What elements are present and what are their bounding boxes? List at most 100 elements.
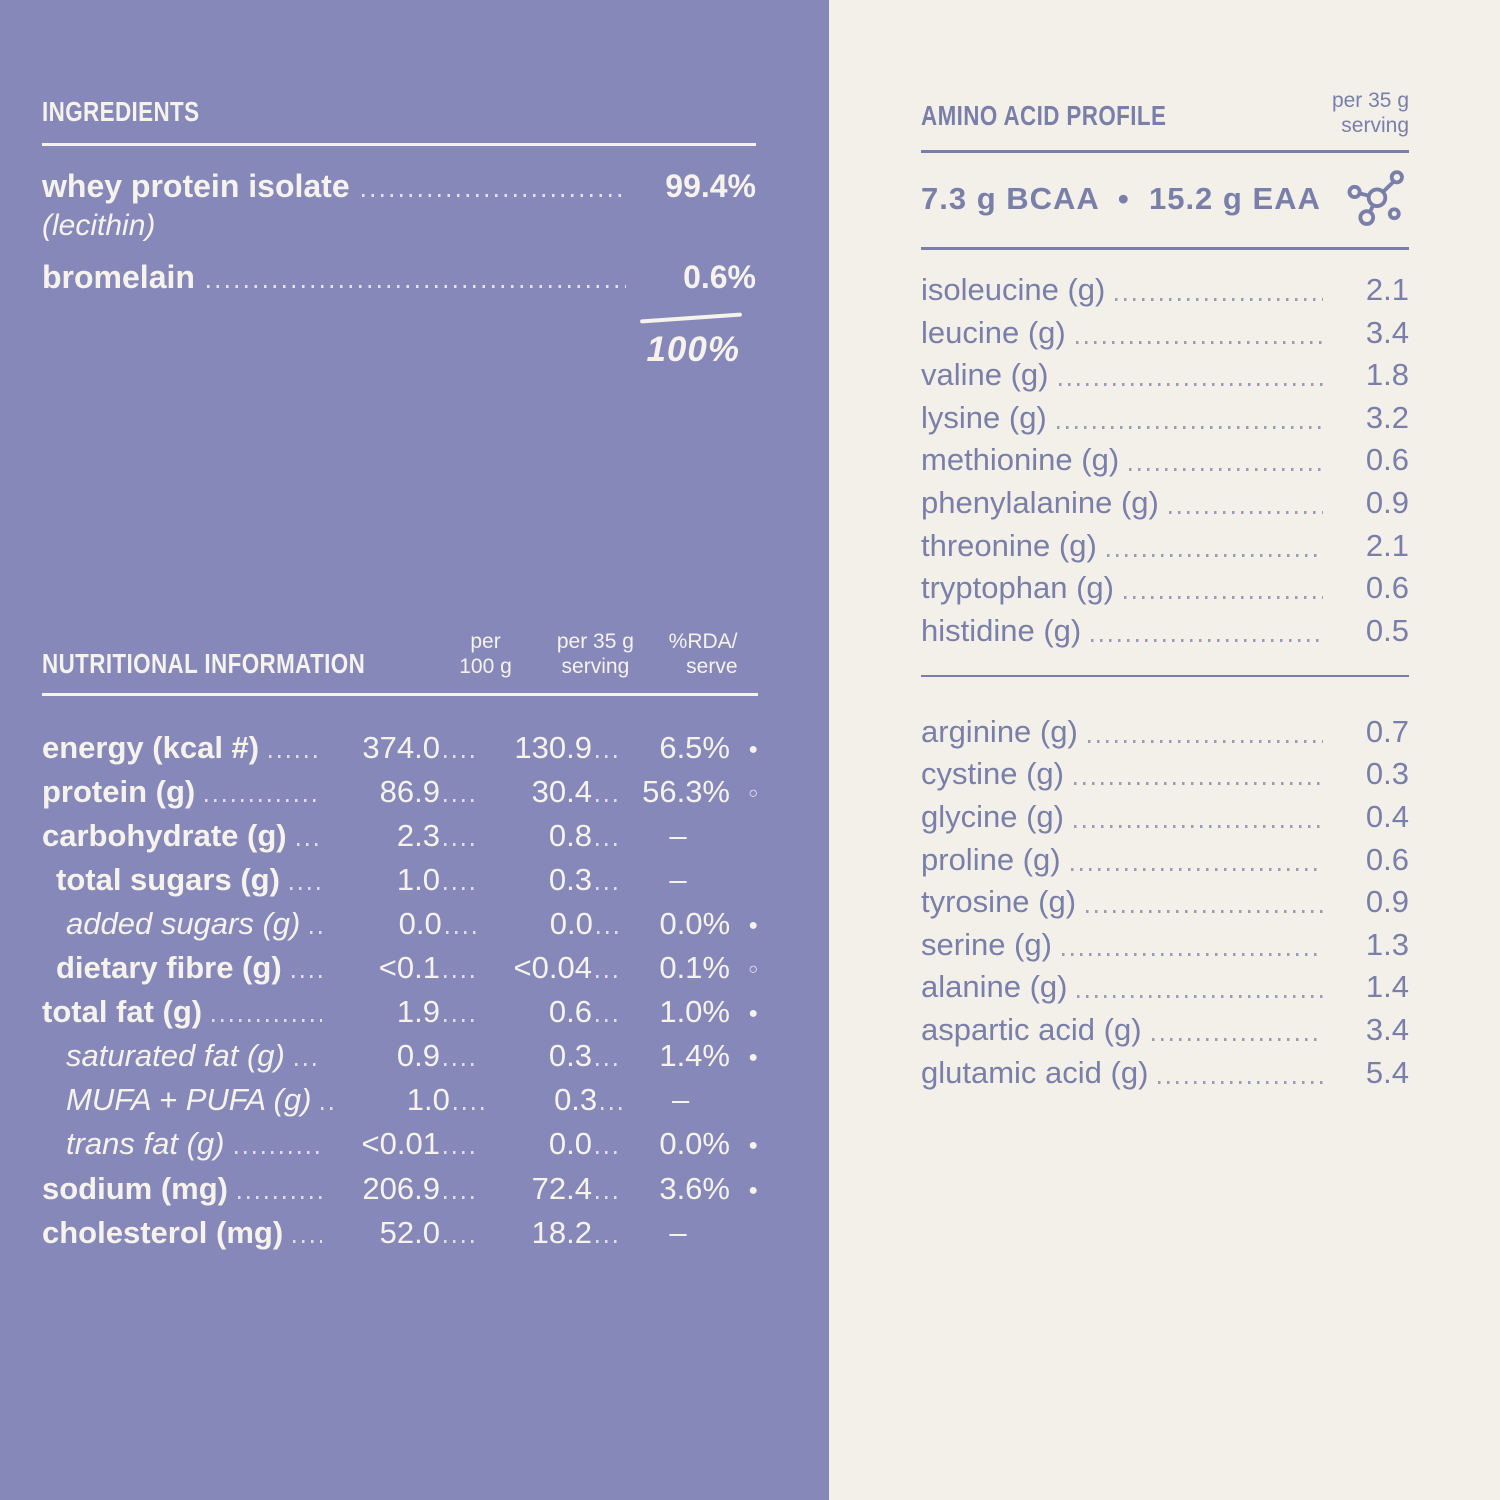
table-row: added sugars (g) 0.0 0.0 0.0% ● — [42, 898, 758, 942]
amino-grams: 2.1 — [1365, 271, 1409, 307]
value-rda: 6.5% — [659, 729, 730, 765]
value-rda: – — [669, 817, 687, 853]
value-per-100g: 374.0 — [362, 729, 440, 765]
table-row: trans fat (g) <0.01 0.0 0.0% ● — [42, 1118, 758, 1162]
value-per-serving: 0.6 — [548, 994, 592, 1030]
row-bullet: ● — [748, 1181, 758, 1199]
dot-leader — [1061, 952, 1323, 956]
divider — [42, 143, 756, 146]
dot-leader — [212, 1019, 322, 1023]
dot-leader — [289, 886, 322, 890]
amino-grams: 2.1 — [1365, 527, 1409, 563]
nutrition-table: energy (kcal #) 374.0 130.9 6.5% ● prote… — [42, 722, 758, 1251]
amino-name: leucine (g) — [921, 314, 1066, 350]
amino-name: isoleucine (g) — [921, 271, 1106, 307]
amino-grams: 5.4 — [1365, 1054, 1409, 1090]
ingredients-total: 100% — [646, 330, 740, 369]
amino-acid-panel: AMINO ACID PROFILE per 35 g serving 7.3 … — [829, 0, 1500, 1500]
amino-row: phenylalanine (g) 0.9 — [921, 478, 1409, 521]
nutrient-name: energy (kcal #) — [42, 729, 260, 765]
value-per-serving: 0.0 — [549, 906, 593, 941]
dot-leader — [1070, 867, 1323, 871]
value-per-serving: 18.2 — [531, 1214, 592, 1250]
amino-grams: 1.3 — [1365, 926, 1409, 962]
amino-name: glycine (g) — [921, 799, 1064, 834]
amino-row: leucine (g) 3.4 — [921, 308, 1409, 351]
value-rda: – — [669, 1214, 687, 1250]
value-per-100g: 1.0 — [396, 861, 440, 897]
nutrient-name: MUFA + PUFA (g) — [66, 1082, 312, 1118]
dot-leader — [444, 1063, 476, 1067]
amino-grams: 3.4 — [1365, 1011, 1409, 1047]
value-per-100g: 2.3 — [396, 817, 440, 853]
dot-leader — [596, 1151, 622, 1155]
nutrient-name: sodium (mg) — [42, 1170, 228, 1206]
value-rda: – — [671, 1082, 690, 1118]
amino-grams: 0.5 — [1365, 612, 1409, 648]
ingredient-row: bromelain 0.6% — [42, 259, 756, 296]
nutrient-name: trans fat (g) — [66, 1126, 225, 1162]
amino-row: tryptophan (g) 0.6 — [921, 564, 1409, 607]
dot-leader — [444, 975, 476, 979]
ingredients-section: INGREDIENTS whey protein isolate 99.4% (… — [42, 96, 756, 370]
dot-leader — [296, 842, 322, 846]
dot-leader — [234, 1151, 322, 1155]
dot-leader — [1168, 510, 1323, 514]
nutrient-name: carbohydrate (g) — [42, 817, 287, 853]
divider — [42, 692, 758, 696]
row-bullet: ○ — [748, 961, 758, 979]
bcaa-eaa-text: 7.3 g BCAA • 15.2 g EAA — [921, 181, 1321, 217]
amino-row: alanine (g) 1.4 — [921, 963, 1409, 1006]
amino-grams: 3.4 — [1365, 314, 1409, 350]
dot-leader — [1124, 596, 1323, 600]
row-bullet: ● — [748, 1049, 758, 1067]
ingredient-percent: 0.6% — [683, 259, 756, 295]
amino-name: serine (g) — [921, 926, 1052, 962]
value-rda: 1.4% — [659, 1038, 730, 1074]
row-bullet: ● — [748, 1005, 758, 1023]
amino-name: threonine (g) — [921, 527, 1097, 563]
value-per-serving: 72.4 — [531, 1170, 592, 1206]
dot-leader — [596, 1019, 622, 1023]
value-per-serving: 0.3 — [554, 1082, 598, 1118]
amino-grams: 1.8 — [1365, 357, 1409, 393]
dot-leader — [444, 842, 476, 846]
nutrition-title: NUTRITIONAL INFORMATION — [42, 647, 366, 679]
dot-leader — [269, 754, 322, 758]
column-header-per-100g: per 100 g — [459, 630, 512, 678]
dot-leader — [444, 1151, 476, 1155]
value-per-serving: 0.0 — [548, 1126, 592, 1162]
dot-leader — [596, 1063, 622, 1067]
amino-name: proline (g) — [921, 841, 1061, 877]
amino-name: tyrosine (g) — [921, 884, 1077, 920]
dot-leader — [361, 194, 626, 197]
nutrient-name: total fat (g) — [42, 994, 203, 1030]
dot-leader — [444, 886, 476, 890]
dot-leader — [596, 931, 623, 934]
dot-leader — [1074, 825, 1323, 828]
amino-grams: 1.4 — [1365, 969, 1409, 1005]
value-per-serving: 30.4 — [531, 773, 592, 809]
amino-grams: 3.2 — [1365, 399, 1409, 435]
value-rda: – — [669, 861, 687, 897]
ingredient-name: bromelain — [42, 259, 195, 295]
value-per-100g: 1.9 — [396, 994, 440, 1030]
dot-leader — [1158, 1080, 1323, 1084]
dot-leader — [444, 1195, 476, 1199]
value-per-serving: <0.04 — [513, 950, 592, 986]
amino-name: alanine (g) — [921, 969, 1068, 1005]
ingredient-note: (lecithin) — [42, 209, 156, 242]
dot-leader — [444, 1019, 476, 1023]
dot-leader — [321, 1107, 336, 1111]
ingredient-percent: 99.4% — [665, 168, 756, 204]
amino-name: glutamic acid (g) — [921, 1054, 1149, 1090]
dot-leader — [310, 931, 325, 934]
amino-grams: 0.6 — [1365, 841, 1409, 877]
amino-name: lysine (g) — [921, 399, 1047, 435]
dot-leader — [596, 798, 622, 802]
dot-leader — [1077, 995, 1323, 999]
value-per-100g: 0.0 — [398, 906, 442, 941]
dot-leader — [294, 1063, 322, 1067]
amino-grams: 0.6 — [1365, 442, 1409, 478]
table-row: sodium (mg) 206.9 72.4 3.6% ● — [42, 1162, 758, 1206]
